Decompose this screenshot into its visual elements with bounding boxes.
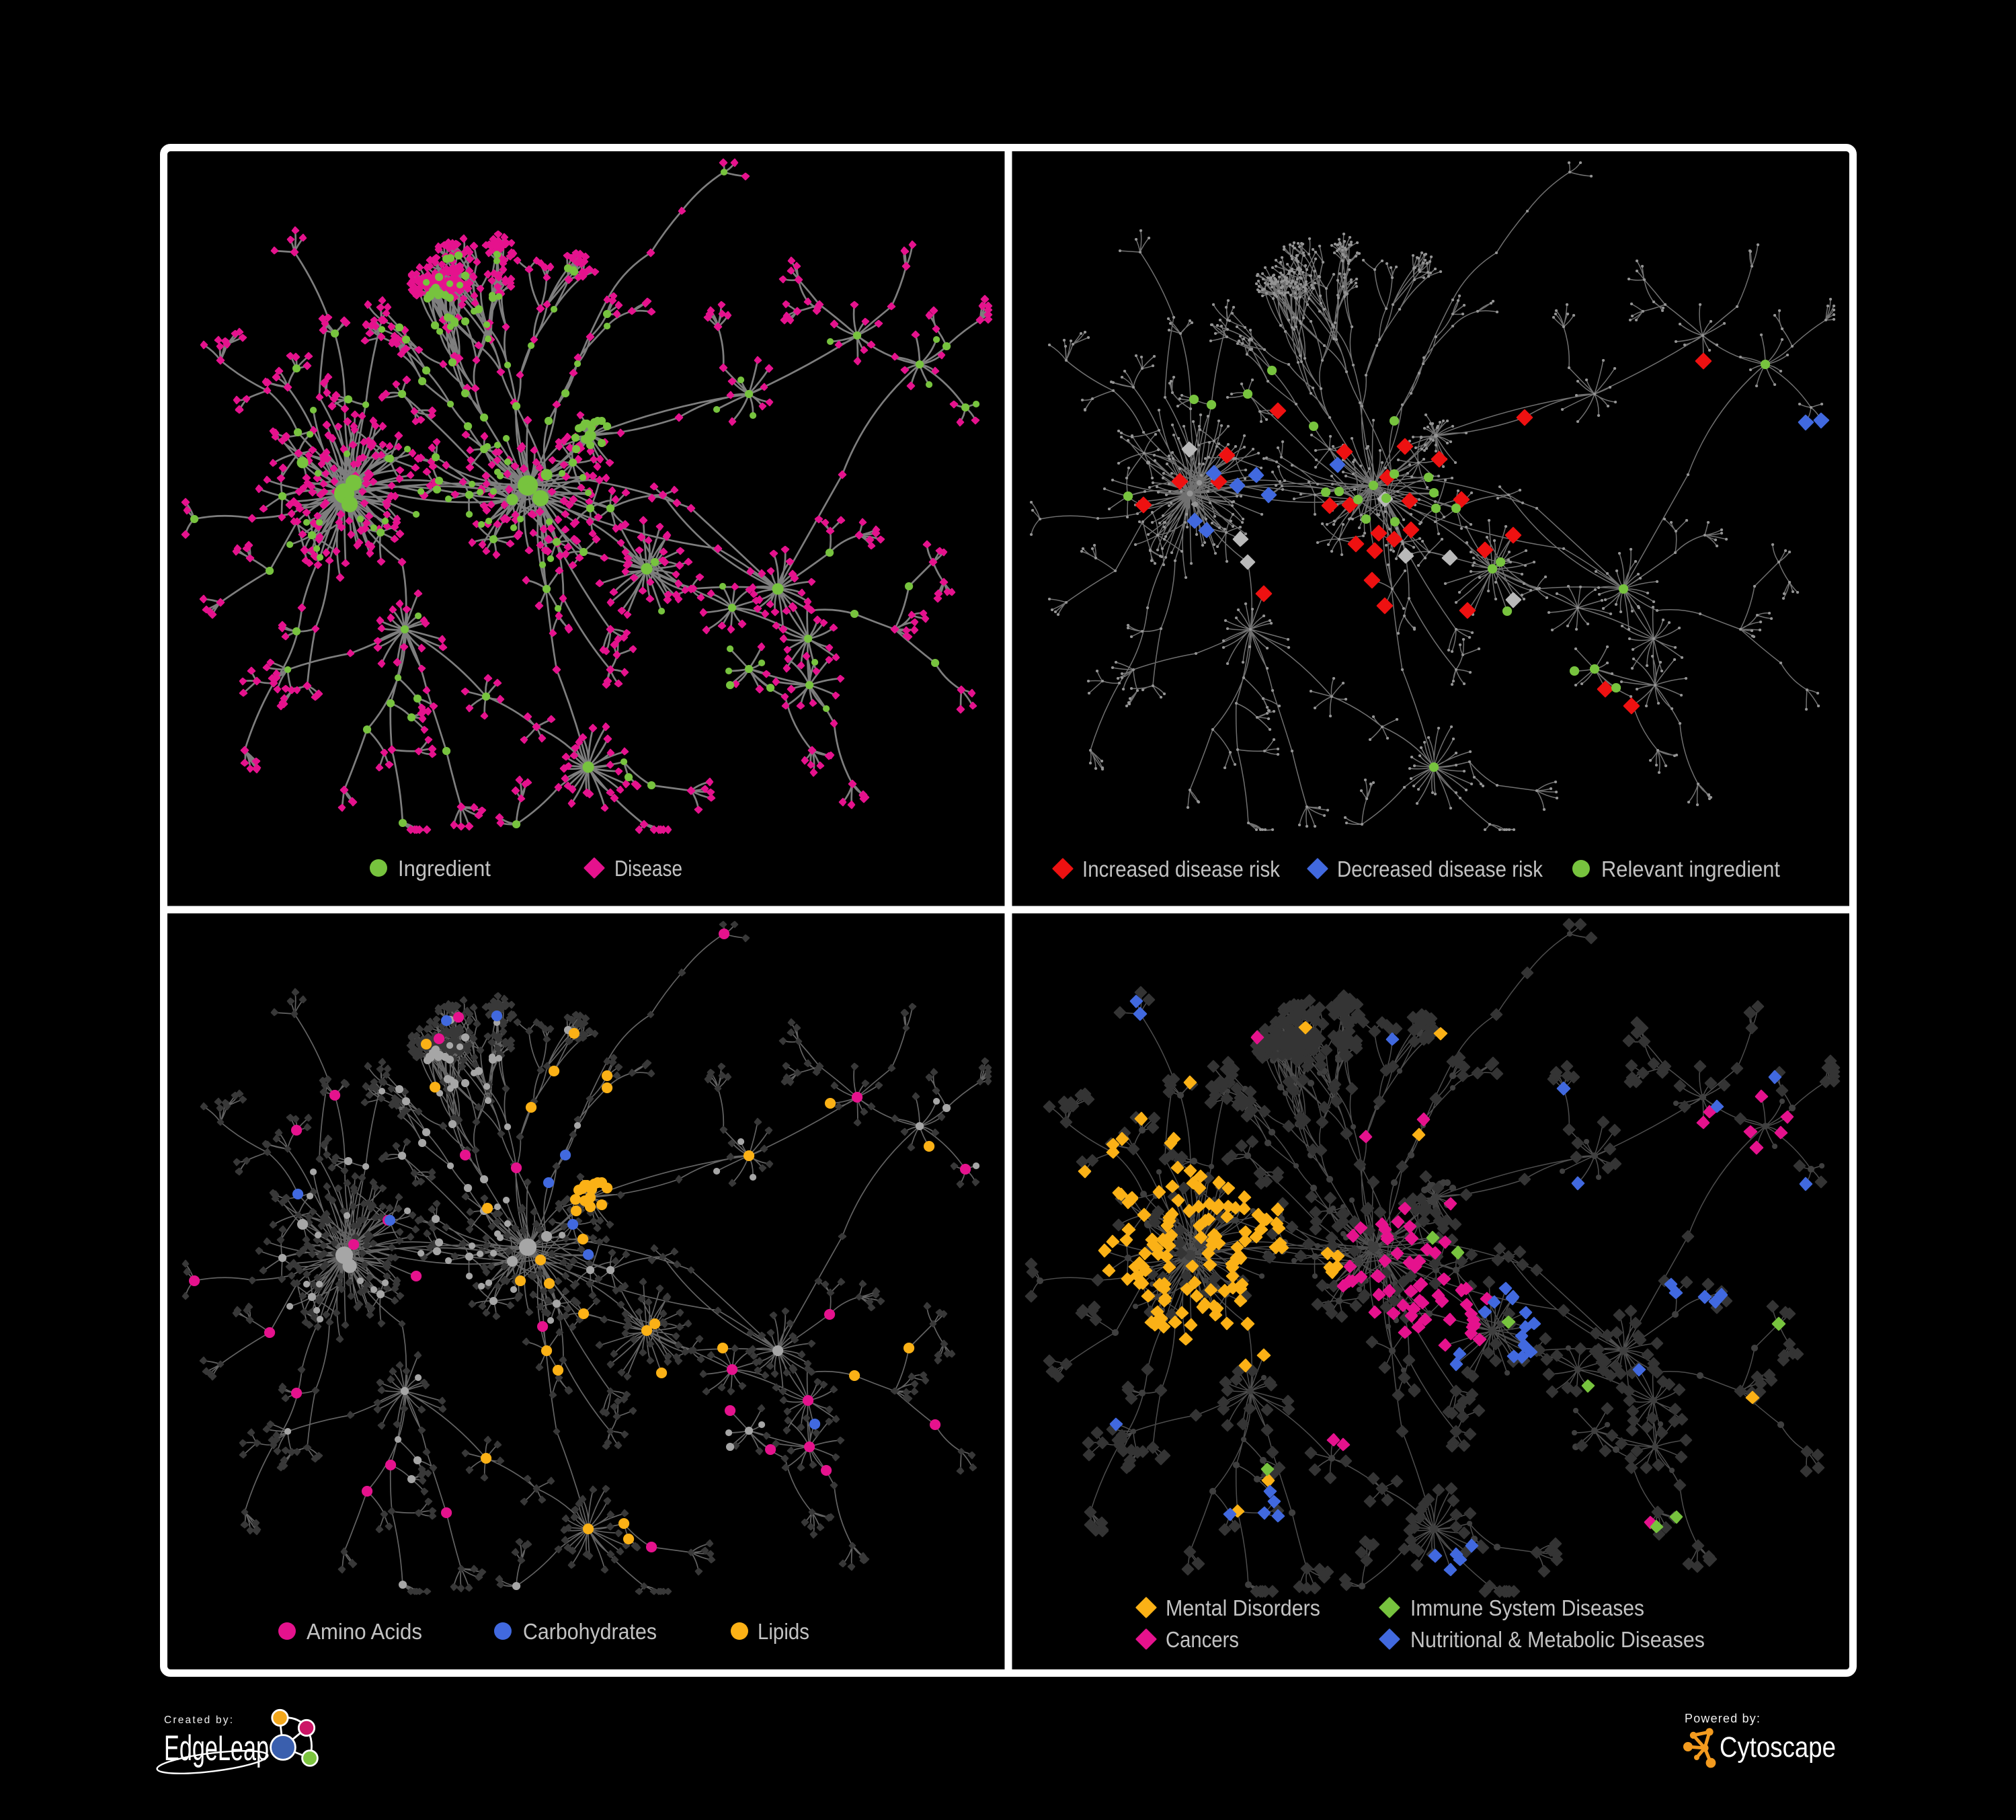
svg-text:Created by:: Created by: [164,1714,233,1726]
svg-text:EdgeLeap: EdgeLeap [164,1729,269,1768]
svg-text:Carbohydrates: Carbohydrates [523,1619,657,1644]
svg-text:Amino Acids: Amino Acids [307,1619,422,1644]
svg-text:Nutritional & Metabolic Diseas: Nutritional & Metabolic Diseases [1410,1627,1705,1652]
svg-text:Cytoscape: Cytoscape [1720,1731,1836,1764]
svg-text:Relevant ingredient: Relevant ingredient [1601,857,1780,881]
svg-text:Increased disease risk: Increased disease risk [1082,857,1280,881]
svg-text:Lipids: Lipids [758,1619,809,1644]
svg-text:Mental Disorders: Mental Disorders [1166,1595,1320,1620]
svg-text:Cancers: Cancers [1166,1627,1239,1652]
svg-text:Immune System Diseases: Immune System Diseases [1410,1595,1644,1620]
svg-text:Disease: Disease [614,856,682,881]
svg-text:Decreased disease risk: Decreased disease risk [1337,857,1543,881]
svg-text:Ingredient: Ingredient [398,856,491,881]
svg-text:Powered by:: Powered by: [1685,1712,1760,1725]
